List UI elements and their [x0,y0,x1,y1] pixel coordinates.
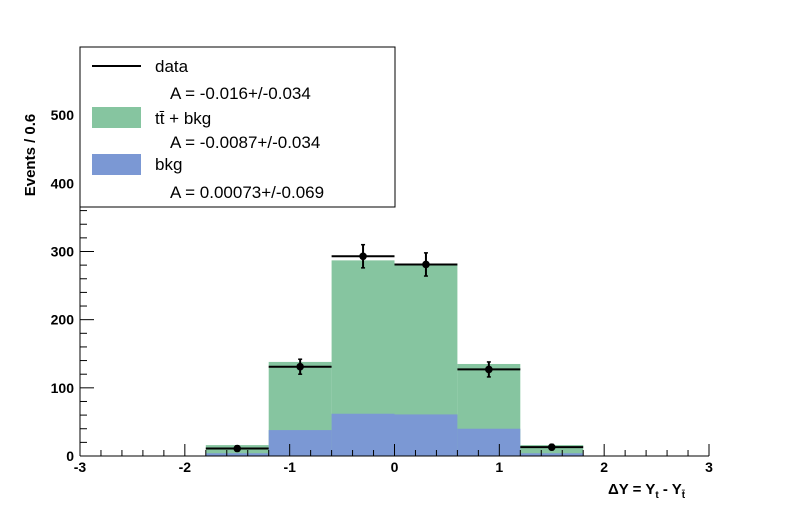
data-point [422,260,430,269]
y-tick-label: 100 [51,380,75,396]
y-tick-label: 300 [51,244,75,260]
legend-asymmetry: A = 0.00073+/-0.069 [170,183,324,202]
legend-label: bkg [155,155,182,174]
axis-labels: Events / 0.6 ΔY = Yt - Yt̄ [22,114,686,501]
legend-asymmetry: A = -0.0087+/-0.034 [170,133,320,152]
x-tick-label: 0 [391,459,399,475]
x-tick-label: -1 [283,459,296,475]
legend-asymmetry: A = -0.016+/-0.034 [170,84,311,103]
x-tick-label: 3 [705,459,713,475]
y-tick-label: 500 [51,107,75,123]
bkg-bar [394,414,458,456]
data-point [359,252,367,261]
bkg-bar [268,430,332,456]
bkg-bar [520,453,584,456]
data-point [485,365,493,374]
x-tick-label: 2 [600,459,608,475]
x-axis-title-mid: - Y [659,481,682,498]
x-axis-title-main: ΔY = Y [608,481,655,498]
legend-bkg-swatch [92,154,141,175]
x-axis-title-sub-tbar: t̄ [681,489,685,501]
data-point [296,362,304,371]
histogram-fills [205,260,584,456]
legend: data A = -0.016+/-0.034 tt̄ + bkg A = -0.00… [79,46,396,208]
y-tick-label: 0 [66,448,74,464]
y-tick-label: 200 [51,312,75,328]
data-points [205,243,584,453]
x-tick-label: -3 [74,459,87,475]
x-tick-label: -2 [179,459,192,475]
legend-label: tt̄ + bkg [155,109,211,128]
y-tick-label: 400 [51,175,75,191]
bkg-bar [457,428,521,456]
y-axis-title: Events / 0.6 [22,114,39,197]
bkg-bar [331,413,395,456]
legend-label: data [155,57,189,76]
data-point [233,444,242,453]
x-axis-title-sub-t: t [655,490,659,501]
data-point [547,443,556,451]
x-tick-label: 1 [495,459,503,475]
legend-ttbar-swatch [92,107,141,128]
x-axis-title: ΔY = Yt - Yt̄ [608,481,686,501]
bkg-bar [205,453,269,456]
